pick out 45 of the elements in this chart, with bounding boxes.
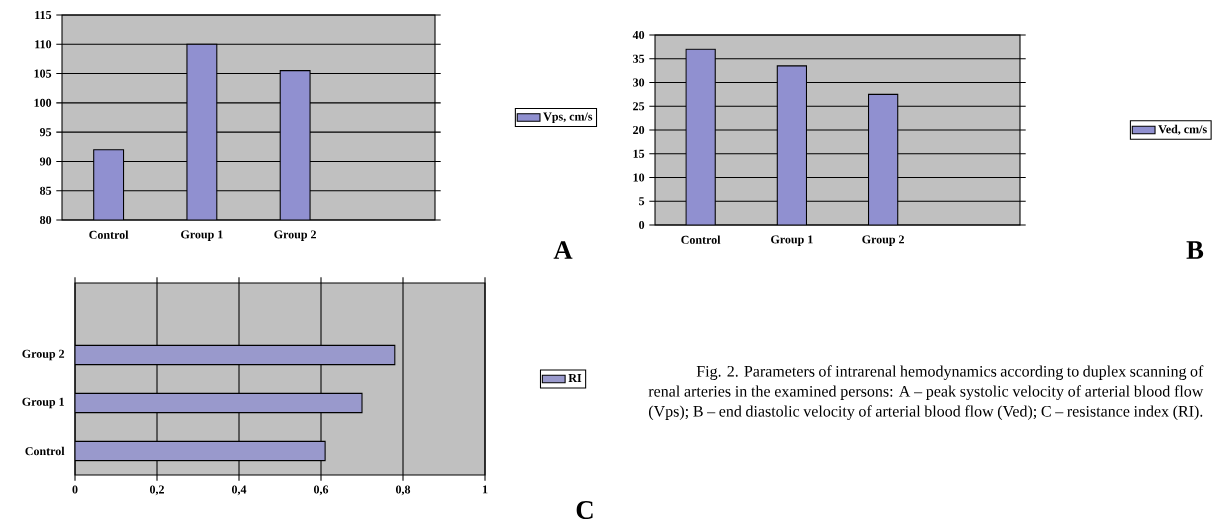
bar	[75, 392, 363, 414]
y-tick-label: 115	[35, 10, 52, 20]
y-tick-label: 25	[633, 102, 645, 111]
y-tick-label: 5	[639, 197, 645, 206]
y-tick-label: 15	[633, 149, 645, 158]
x-tick-label: Group 1	[181, 230, 223, 241]
y-tick-label: 105	[34, 69, 52, 78]
y-tick-label: Control	[25, 446, 65, 456]
bar	[685, 48, 716, 225]
x-tick-label: Group 2	[862, 235, 904, 246]
legend-label: Vps, cm/s	[543, 112, 593, 123]
text: B	[1186, 241, 1204, 259]
legend-label: Ved, cm/s	[1158, 124, 1207, 136]
x-tick-label: Group 2	[274, 230, 316, 241]
bar	[75, 440, 326, 462]
x-tick-label: 0,2	[149, 485, 164, 496]
x-tick-label: 0,8	[395, 485, 411, 496]
bar	[868, 93, 899, 225]
x-tick-label: 0	[72, 485, 78, 494]
y-tick-label: Group 2	[22, 349, 65, 361]
y-tick-label: 95	[39, 128, 52, 137]
y-tick-label: 10	[633, 173, 645, 182]
y-tick-label: 0	[639, 220, 645, 230]
y-tick-label: 20	[633, 125, 645, 135]
y-tick-label: 40	[632, 30, 645, 40]
caption: Fig. 2. Parameters of intrarenal hemodynamics according to duplex scanning of renal arteries in the examined persons: A – peak systolic velocity of arterial blood flow (Vps); B – end diastolic velocity of arterial blood flow (Ved); C – resistance index (RI).	[648, 365, 1204, 420]
text: A	[553, 241, 573, 259]
bar	[776, 65, 808, 225]
x-tick-label: Group 1	[771, 235, 813, 246]
x-tick-label: 0,6	[313, 485, 329, 496]
y-tick-label: 80	[40, 215, 52, 225]
x-tick-label: Control	[681, 235, 721, 244]
y-tick-label: 90	[39, 157, 52, 166]
x-tick-label: 1	[482, 485, 488, 494]
x-tick-label: 0,4	[231, 485, 247, 496]
y-tick-label: 85	[40, 186, 52, 195]
legend-label: RI	[568, 374, 582, 382]
y-tick-label: 35	[633, 54, 645, 63]
y-tick-label: Group 1	[22, 397, 64, 409]
y-tick-label: 110	[35, 40, 52, 49]
y-tick-label: 30	[633, 78, 645, 87]
bar	[75, 344, 396, 366]
text: C	[576, 501, 593, 519]
y-tick-label: 100	[34, 98, 52, 107]
x-tick-label: Control	[89, 230, 129, 239]
